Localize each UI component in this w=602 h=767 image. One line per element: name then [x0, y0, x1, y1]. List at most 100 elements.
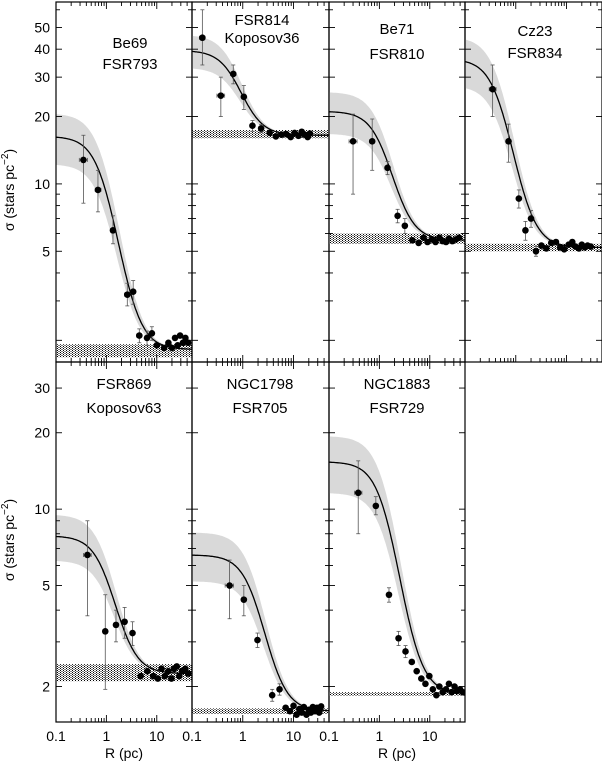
x-tick-label: 1 [239, 728, 247, 744]
data-point [587, 243, 595, 250]
data-point [306, 130, 314, 137]
y-axis-title-close: ) [1, 149, 17, 154]
data-point [240, 93, 248, 101]
data-point [402, 648, 409, 655]
data-point [401, 222, 409, 230]
panel-cluster-label: FSR793 [102, 56, 157, 73]
panel-cluster-label: FSR729 [369, 400, 424, 417]
data-point [257, 125, 265, 132]
data-point [272, 133, 280, 140]
data-point [429, 686, 437, 693]
panel-be69: Be69 FSR793 5 10 20 30 40 50 [34, 1, 193, 363]
data-point [385, 591, 393, 599]
data-point [354, 489, 362, 497]
data-point [538, 242, 545, 249]
data-point [249, 122, 256, 130]
x-tick-label: 10 [422, 728, 438, 744]
background-level-band [192, 708, 329, 714]
x-tick-label: 10 [286, 728, 302, 744]
data-point [158, 665, 165, 673]
data-point [436, 683, 443, 690]
panel-cluster-label: FSR810 [369, 46, 424, 63]
data-point [415, 239, 422, 247]
data-point [368, 138, 376, 145]
panel-fsr869: FSR869 Koposov63 2 5 10 20 30 0.1 1 10 [34, 361, 193, 744]
panel-cluster-label: FSR834 [507, 45, 562, 62]
data-point [136, 332, 143, 339]
panel-frame [464, 1, 602, 363]
x-axis-title-left: R (pc) [105, 745, 143, 761]
background-level-band [192, 130, 329, 139]
data-point [287, 133, 295, 141]
data-point [315, 709, 323, 716]
panel-cluster-label: Be69 [112, 35, 147, 52]
data-point [199, 34, 206, 42]
panel-cluster-label: FSR705 [232, 400, 287, 417]
data-point [300, 703, 308, 711]
background-level-band [329, 692, 465, 696]
data-point [408, 658, 416, 666]
panel-cz23: Cz23 FSR834 [464, 1, 602, 363]
panel-cluster-label: Koposov63 [86, 400, 161, 417]
panel-plot-area [192, 532, 329, 718]
y-tick-label: 10 [34, 176, 50, 192]
data-point [101, 628, 109, 635]
x-tick-label: 0.1 [46, 728, 66, 744]
data-point [143, 334, 151, 342]
data-point [372, 502, 380, 510]
panel-cluster-label: NGC1798 [227, 376, 294, 393]
data-point [94, 186, 102, 194]
data-point [552, 238, 560, 246]
data-point [129, 288, 137, 295]
x-tick-label: 1 [375, 728, 383, 744]
data-point [80, 156, 87, 164]
axis-text-layer: σ (stars pc−2) σ (stars pc−2) R (pc) R (… [0, 149, 416, 761]
uncertainty-band [192, 35, 329, 136]
data-point [418, 675, 425, 682]
data-point [165, 667, 172, 675]
data-point [543, 245, 550, 252]
data-point [184, 339, 192, 347]
data-point [384, 164, 391, 172]
data-point [268, 691, 276, 699]
panel-cluster-label: FSR814 [234, 12, 289, 29]
data-point [254, 636, 261, 644]
uncertainty-band [329, 92, 465, 241]
data-point [112, 621, 120, 629]
panel-cluster-label: Cz23 [517, 23, 552, 40]
data-point [455, 234, 463, 241]
data-point [129, 629, 136, 637]
data-point [420, 234, 427, 241]
y-tick-label: 40 [34, 41, 50, 57]
data-point [442, 686, 450, 693]
y-axis-title-exp: −2 [0, 153, 11, 165]
data-point [160, 344, 168, 352]
data-point [240, 596, 248, 603]
data-point [123, 291, 131, 298]
data-point [489, 85, 496, 93]
data-point [532, 247, 540, 255]
x-tick-label: 10 [149, 728, 165, 744]
data-point [179, 339, 187, 347]
data-point [161, 672, 169, 680]
x-tick-label: 0.1 [319, 728, 339, 744]
data-point [432, 238, 439, 246]
data-point [137, 672, 145, 680]
data-point [459, 688, 465, 696]
panel-plot-area [329, 436, 465, 699]
panel-plot-area [56, 515, 192, 690]
data-point [182, 665, 189, 673]
data-point [290, 702, 297, 710]
y-tick-label: 20 [34, 109, 50, 125]
uncertainty-band [465, 39, 602, 248]
data-point [184, 670, 192, 677]
panel-cluster-label: FSR869 [96, 376, 151, 393]
data-point [426, 672, 433, 680]
y-axis-title-main: σ (stars pc [1, 165, 17, 231]
data-point [229, 70, 237, 78]
panel-cluster-label: NGC1883 [364, 376, 431, 393]
uncertainty-band [192, 532, 329, 711]
data-point [109, 227, 117, 234]
y-tick-label: 50 [34, 19, 50, 35]
